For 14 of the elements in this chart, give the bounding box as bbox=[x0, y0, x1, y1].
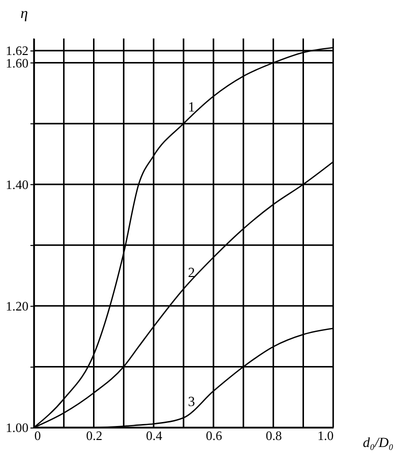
series-label: 2 bbox=[188, 266, 196, 281]
y-axis-title: η bbox=[20, 6, 28, 22]
series-label: 1 bbox=[188, 100, 196, 116]
x-axis-title: d₀/D₀ bbox=[362, 436, 394, 451]
x-tick-label: 0 bbox=[34, 428, 41, 443]
x-tick-label: 0.4 bbox=[146, 428, 163, 443]
y-tick-label: 1.00 bbox=[6, 420, 28, 435]
x-tick-label: 1.0 bbox=[317, 428, 334, 443]
y-tick-label: 1.20 bbox=[6, 298, 28, 314]
series-label: 3 bbox=[188, 394, 196, 410]
x-tick-label: 0.6 bbox=[206, 428, 223, 443]
x-tick-label: 0.8 bbox=[266, 428, 282, 443]
y-tick-label: 1.40 bbox=[6, 176, 28, 192]
x-tick-label: 0.2 bbox=[86, 428, 102, 443]
